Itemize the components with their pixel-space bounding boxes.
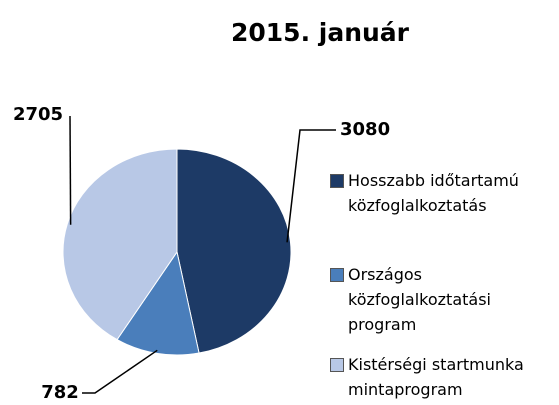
data-label: 782 <box>41 382 79 403</box>
leader-line <box>286 129 336 243</box>
legend-label: Kistérségi startmunka mintaprogram <box>348 355 524 399</box>
legend-label: Hosszabb időtartamú közfoglalkoztatás <box>348 171 519 215</box>
legend-swatch <box>330 174 344 188</box>
legend-swatch <box>330 358 344 372</box>
pie-slice <box>116 250 200 356</box>
legend-label: Országos közfoglalkoztatási program <box>348 265 491 334</box>
data-label: 3080 <box>340 119 390 140</box>
chart-title: 2015. január <box>231 18 410 47</box>
data-label: 2705 <box>13 104 63 125</box>
leader-line <box>82 349 158 394</box>
leader-line <box>69 115 72 225</box>
pie-slice <box>62 148 178 341</box>
legend-swatch <box>330 268 344 282</box>
pie-slice <box>176 148 292 354</box>
